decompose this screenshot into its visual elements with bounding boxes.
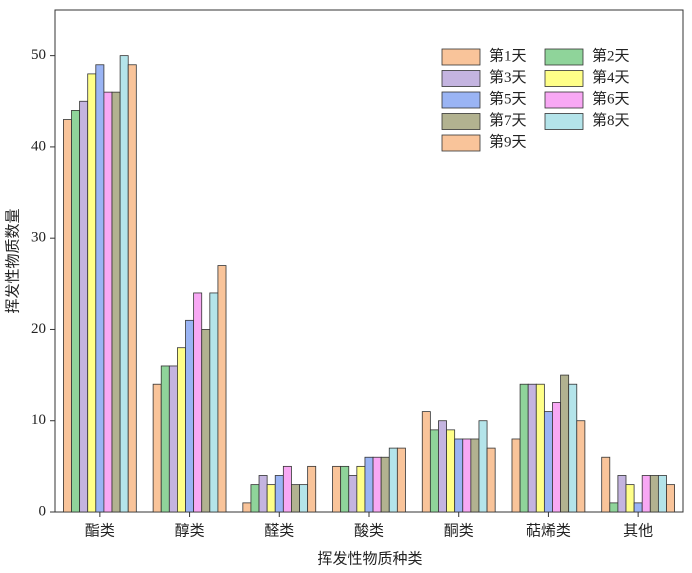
bar	[388, 447, 398, 513]
bar	[291, 484, 300, 513]
bar	[356, 465, 366, 513]
bar	[446, 429, 456, 513]
bar	[217, 265, 227, 513]
legend-label: 第2天	[592, 46, 630, 64]
bar	[438, 420, 447, 513]
bar	[177, 347, 186, 513]
legend-label: 第7天	[489, 111, 527, 129]
x-tick-label: 醛类	[264, 522, 294, 539]
legend-swatch	[441, 91, 481, 109]
bar	[527, 383, 537, 513]
bar	[266, 484, 276, 513]
bar	[649, 475, 659, 513]
y-tick-label: 20	[31, 321, 46, 337]
bar	[625, 484, 635, 513]
bar	[364, 456, 374, 513]
legend-label: 第4天	[592, 68, 630, 86]
bar	[462, 438, 472, 513]
y-tick-label: 10	[31, 412, 46, 428]
bar	[454, 438, 464, 513]
bar	[193, 292, 203, 513]
bar	[79, 100, 89, 513]
bar	[71, 110, 81, 513]
bar	[601, 456, 611, 513]
x-tick-label: 酯类	[85, 522, 115, 539]
bar	[552, 402, 561, 513]
legend-label: 第5天	[489, 89, 527, 107]
bar	[185, 319, 195, 513]
bar	[299, 484, 309, 513]
legend-swatch	[441, 48, 481, 66]
bar	[396, 447, 406, 513]
legend-label: 第6天	[592, 89, 630, 107]
bar	[543, 411, 553, 513]
bar	[95, 64, 105, 513]
bar	[568, 383, 578, 513]
bar	[274, 475, 284, 513]
y-tick-label: 0	[39, 503, 47, 519]
bar	[633, 502, 643, 513]
bar	[152, 383, 162, 513]
x-tick-label: 其他	[623, 522, 653, 539]
bar	[470, 438, 480, 513]
bar	[340, 465, 350, 513]
bar	[421, 411, 431, 513]
y-tick-label: 30	[31, 230, 46, 246]
legend-label: 第9天	[489, 132, 527, 150]
bar	[250, 484, 260, 513]
legend-swatch	[544, 70, 584, 87]
bar	[168, 365, 178, 513]
bar	[478, 420, 488, 513]
bar	[519, 383, 529, 513]
x-axis-label: 挥发性物质种类	[317, 550, 422, 567]
y-axis-label: 挥发性物质数量	[4, 208, 21, 313]
legend-label: 第8天	[592, 111, 630, 129]
bar	[119, 55, 129, 513]
bar	[380, 456, 390, 513]
legend-swatch	[544, 113, 584, 130]
bar	[307, 465, 317, 513]
bar	[127, 64, 137, 513]
bar	[201, 329, 211, 513]
bar	[87, 73, 97, 513]
legend-label: 第1天	[489, 46, 527, 64]
legend-swatch	[544, 48, 584, 66]
bar	[372, 456, 382, 513]
legend-swatch	[544, 91, 584, 109]
bar	[242, 502, 252, 513]
bar	[486, 447, 496, 513]
x-tick-label: 酸类	[354, 522, 384, 539]
bar	[657, 475, 667, 513]
bar	[103, 91, 113, 513]
x-tick-label: 萜烯类	[526, 522, 571, 539]
bar	[560, 374, 570, 513]
legend-swatch	[441, 113, 481, 130]
bar	[535, 383, 545, 513]
x-tick-label: 醇类	[175, 522, 205, 539]
x-tick-label: 酮类	[444, 522, 474, 539]
bar	[209, 292, 219, 513]
bar	[609, 502, 619, 513]
bar	[617, 475, 627, 513]
bar	[429, 429, 439, 513]
bar	[641, 475, 651, 513]
bar	[666, 484, 675, 513]
bar	[332, 465, 342, 513]
y-tick-label: 50	[31, 47, 46, 63]
y-tick-label: 40	[31, 138, 46, 154]
bar	[511, 438, 521, 513]
bar	[348, 475, 358, 513]
bar	[63, 119, 72, 513]
plot-frame	[54, 9, 684, 513]
bar	[258, 475, 268, 513]
bar	[576, 420, 586, 513]
bar	[111, 91, 121, 513]
legend-label: 第3天	[489, 68, 527, 86]
bar	[282, 465, 292, 513]
legend-swatch	[441, 134, 481, 152]
legend-swatch	[441, 70, 481, 87]
bar	[160, 365, 170, 513]
